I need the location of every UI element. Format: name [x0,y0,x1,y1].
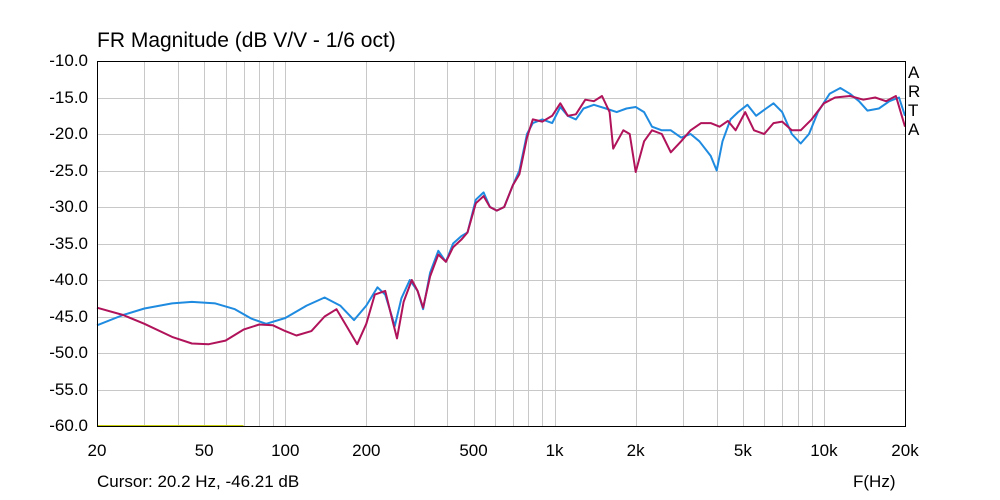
cursor-readout: Cursor: 20.2 Hz, -46.21 dB [97,472,300,491]
plot-frame [97,61,906,427]
chart-title: FR Magnitude (dB V/V - 1/6 oct) [97,29,396,52]
series-layer [96,87,906,427]
y-tick-label: -10.0 [49,51,88,70]
y-tick-label: -40.0 [49,270,88,289]
y-tick-label: -55.0 [49,379,88,399]
y-tick-label: -30.0 [49,197,88,216]
y-tick-label: -15.0 [49,87,88,107]
series-line-blue [96,87,906,327]
brand-letter-r: R [908,82,921,101]
x-tick-label: 1k [545,441,564,460]
y-tick-label: -50.0 [49,343,88,362]
x-tick-label: 20 [87,441,107,460]
y-tick-label: -35.0 [49,233,88,253]
x-tick-label: 5k [733,441,752,460]
series-line-red [96,95,906,346]
x-tick-label: 100 [271,441,300,460]
y-tick-label: -45.0 [49,306,88,326]
y-tick-label: -60.0 [49,416,88,435]
brand-letter-a2: A [908,120,920,139]
grid-lines [97,61,905,426]
brand-letter-t: T [908,101,919,120]
x-tick-label: 10k [810,441,838,460]
x-tick-label: 20k [891,441,919,460]
brand-letter-a: A [908,63,920,82]
x-tick-label: 200 [352,441,381,460]
y-tick-label: -20.0 [49,124,88,143]
y-tick-label: -25.0 [49,160,88,180]
x-tick-label: 500 [459,441,488,460]
x-tick-label: 2k [626,441,645,460]
x-axis-label: F(Hz) [853,472,896,491]
x-tick-label: 50 [194,441,214,460]
